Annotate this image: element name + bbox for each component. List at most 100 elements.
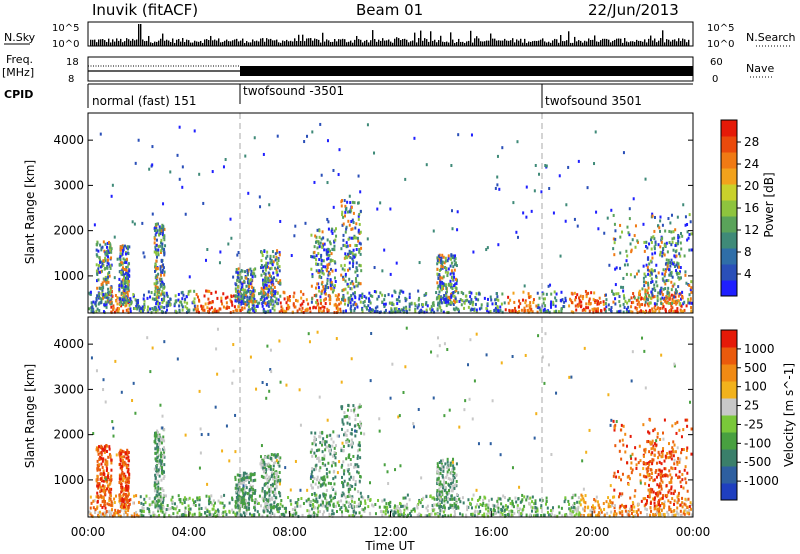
echo-cell <box>217 309 220 313</box>
echo-cell <box>126 293 129 297</box>
echo-cell <box>143 303 146 307</box>
echo-cell <box>583 500 586 504</box>
echo-cell <box>125 301 128 305</box>
echo-cell <box>159 439 162 443</box>
echo-cell <box>254 508 257 512</box>
echo-cell <box>675 254 678 258</box>
echo-cell <box>352 259 355 263</box>
echo-cell <box>436 281 439 285</box>
echo-cell <box>662 305 665 309</box>
echo-cell <box>94 302 97 306</box>
echo-cell <box>181 502 184 506</box>
nsky-bar <box>98 39 100 46</box>
echo-cell <box>116 296 119 300</box>
echo-cell <box>560 506 563 510</box>
freq-tick-low: 8 <box>68 74 74 85</box>
echo-cell <box>204 511 207 515</box>
echo-cell <box>119 498 122 502</box>
echo-cell <box>664 287 667 291</box>
echo-cell <box>280 305 283 309</box>
nsky-bar <box>224 40 226 46</box>
echo-cell <box>296 299 299 303</box>
echo-cell <box>162 263 165 267</box>
echo-cell <box>181 308 184 312</box>
echo-cell <box>198 298 201 302</box>
echo-cell <box>133 222 136 226</box>
echo-cell <box>522 211 525 215</box>
echo-cell <box>626 254 629 258</box>
echo-cell <box>336 307 339 311</box>
echo-cell <box>230 295 233 299</box>
echo-cell <box>155 482 158 486</box>
echo-cell <box>514 496 517 500</box>
echo-cell <box>342 215 345 219</box>
echo-cell <box>96 467 99 471</box>
echo-cell <box>444 270 447 274</box>
echo-cell <box>154 483 157 487</box>
echo-cell <box>174 299 177 303</box>
echo-cell <box>449 282 452 286</box>
echo-cell <box>108 240 111 244</box>
echo-cell <box>412 507 415 511</box>
echo-cell <box>211 170 214 174</box>
echo-cell <box>351 495 354 499</box>
echo-cell <box>95 253 98 257</box>
echo-cell <box>96 506 99 510</box>
echo-cell <box>359 230 362 234</box>
echo-cell <box>653 286 656 290</box>
nsky-bar <box>656 42 658 46</box>
echo-cell <box>676 265 679 269</box>
echo-cell <box>514 309 517 313</box>
echo-cell <box>160 478 163 482</box>
echo-cell <box>108 274 111 278</box>
nsky-bar <box>576 41 578 46</box>
nsky-bar <box>410 41 412 46</box>
echo-cell <box>402 514 405 518</box>
echo-cell <box>160 455 163 459</box>
cpid-segment-3: twofsound 3501 <box>545 94 642 108</box>
echo-cell <box>98 457 101 461</box>
echo-cell <box>88 510 91 514</box>
nsky-bar <box>160 38 162 46</box>
nsky-bar <box>232 40 234 46</box>
echo-cell <box>612 292 615 296</box>
echo-cell <box>254 267 257 271</box>
echo-cell <box>461 513 464 517</box>
echo-cell <box>453 514 456 518</box>
echo-cell <box>157 487 160 491</box>
echo-cell <box>157 445 160 449</box>
echo-cell <box>690 503 693 507</box>
echo-cell <box>622 302 625 306</box>
echo-cell <box>545 496 548 500</box>
echo-cell <box>320 301 323 305</box>
echo-cell <box>632 509 635 513</box>
echo-cell <box>266 301 269 305</box>
echo-cell <box>100 298 103 302</box>
echo-cell <box>376 207 379 211</box>
echo-cell <box>476 510 479 514</box>
echo-cell <box>240 299 243 303</box>
echo-cell <box>648 294 651 298</box>
echo-cell <box>151 163 154 167</box>
echo-cell <box>120 490 123 494</box>
echo-cell <box>682 511 685 515</box>
echo-cell <box>330 229 333 233</box>
echo-cell <box>97 511 100 515</box>
echo-cell <box>128 262 131 266</box>
echo-cell <box>291 514 294 518</box>
echo-cell <box>635 298 638 302</box>
echo-cell <box>436 286 439 290</box>
echo-cell <box>550 305 553 309</box>
echo-cell <box>109 246 112 250</box>
echo-cell <box>125 488 128 492</box>
echo-cell <box>612 513 615 517</box>
echo-cell <box>491 503 494 507</box>
echo-cell <box>468 290 471 294</box>
echo-cell <box>264 276 267 280</box>
echo-cell <box>667 512 670 516</box>
echo-cell <box>614 302 617 306</box>
echo-cell <box>322 265 325 269</box>
echo-cell <box>642 264 645 268</box>
echo-cell <box>478 292 481 296</box>
echo-cell <box>486 309 489 313</box>
